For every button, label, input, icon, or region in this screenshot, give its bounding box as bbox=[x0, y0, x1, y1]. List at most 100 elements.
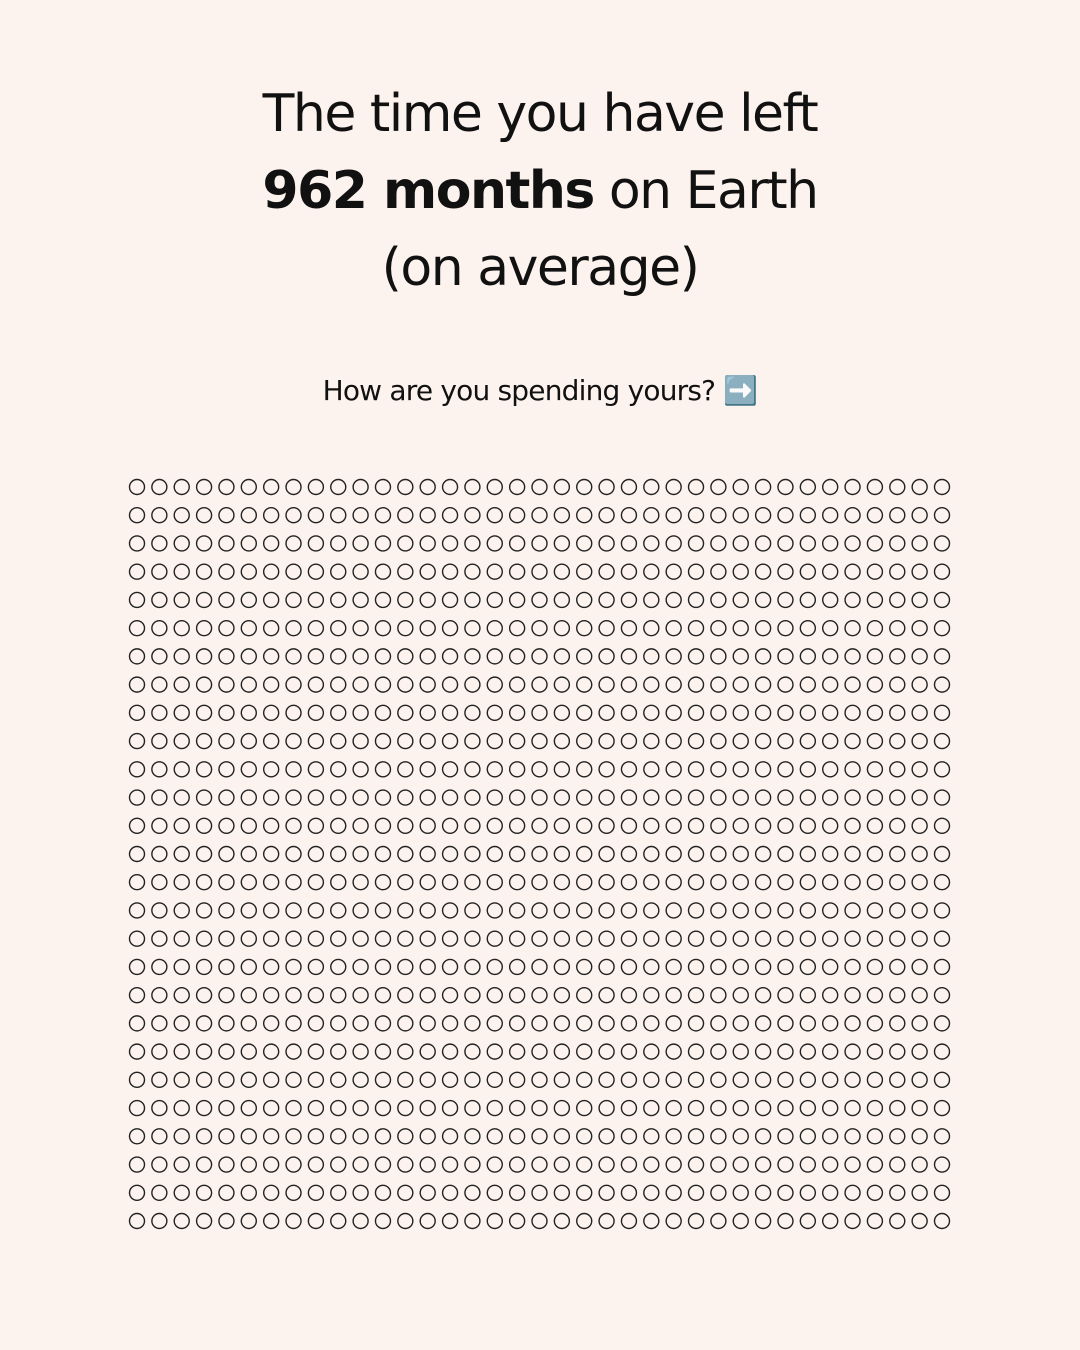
month-circle bbox=[374, 1071, 392, 1089]
month-circle bbox=[911, 761, 928, 778]
month-circle bbox=[889, 761, 906, 778]
month-circle bbox=[687, 930, 705, 947]
month-circle bbox=[665, 1156, 682, 1173]
month-circle bbox=[464, 1015, 481, 1032]
month-circle bbox=[374, 507, 392, 524]
month-circle bbox=[665, 676, 682, 693]
month-circle bbox=[419, 1156, 436, 1173]
month-circle bbox=[441, 789, 459, 806]
month-circle bbox=[754, 930, 772, 947]
month-circle bbox=[240, 902, 258, 919]
month-circle bbox=[397, 1128, 414, 1145]
month-circle bbox=[441, 1015, 459, 1032]
month-circle bbox=[151, 1015, 168, 1032]
month-circle bbox=[419, 563, 436, 580]
month-circle bbox=[352, 732, 369, 750]
month-circle bbox=[799, 732, 817, 750]
month-circle bbox=[464, 619, 481, 637]
month-circle bbox=[799, 958, 817, 976]
month-circle bbox=[352, 958, 369, 976]
month-circle bbox=[262, 958, 280, 976]
month-circle bbox=[307, 1043, 325, 1060]
month-circle bbox=[397, 1212, 414, 1230]
month-circle bbox=[777, 1071, 794, 1089]
month-circle bbox=[441, 619, 459, 637]
month-circle bbox=[486, 648, 503, 665]
month-circle bbox=[777, 648, 794, 665]
month-circle bbox=[464, 1128, 481, 1145]
month-circle bbox=[262, 1099, 280, 1117]
month-circle bbox=[844, 704, 861, 722]
month-circle bbox=[419, 958, 436, 976]
month-circle bbox=[441, 1043, 459, 1060]
month-circle bbox=[397, 902, 414, 919]
month-circle bbox=[531, 817, 548, 834]
month-circle bbox=[419, 591, 436, 609]
month-circle bbox=[285, 1071, 302, 1089]
month-circle bbox=[598, 930, 615, 947]
month-circle bbox=[732, 930, 749, 947]
month-circle bbox=[687, 535, 705, 552]
month-circle bbox=[531, 676, 548, 693]
month-circle bbox=[195, 986, 213, 1004]
month-circle bbox=[598, 789, 615, 806]
month-circle bbox=[151, 817, 168, 834]
month-circle bbox=[508, 817, 526, 834]
month-circle bbox=[911, 507, 928, 524]
month-circle bbox=[173, 619, 190, 637]
month-circle bbox=[330, 563, 347, 580]
month-circle bbox=[508, 619, 526, 637]
month-circle bbox=[508, 507, 526, 524]
month-circle bbox=[352, 930, 369, 947]
month-circle bbox=[419, 1015, 436, 1032]
month-circle bbox=[240, 958, 258, 976]
month-circle bbox=[844, 1043, 861, 1060]
month-circle bbox=[508, 902, 526, 919]
month-circle bbox=[218, 1043, 235, 1060]
month-circle bbox=[464, 845, 481, 863]
month-circle bbox=[352, 1099, 369, 1117]
month-circle bbox=[419, 1128, 436, 1145]
month-circle bbox=[508, 478, 526, 496]
month-circle bbox=[307, 930, 325, 947]
month-circle bbox=[397, 478, 414, 496]
month-circle bbox=[777, 789, 794, 806]
month-circle bbox=[687, 1156, 705, 1173]
month-circle bbox=[553, 478, 571, 496]
month-circle bbox=[352, 704, 369, 722]
month-circle bbox=[844, 1128, 861, 1145]
month-circle bbox=[285, 874, 302, 891]
month-circle bbox=[508, 591, 526, 609]
month-circle bbox=[151, 1099, 168, 1117]
month-circle bbox=[218, 591, 235, 609]
month-circle bbox=[732, 1128, 749, 1145]
month-circle bbox=[665, 1043, 682, 1060]
month-circle bbox=[598, 478, 615, 496]
month-circle bbox=[508, 930, 526, 947]
month-circle bbox=[441, 761, 459, 778]
month-circle bbox=[754, 817, 772, 834]
month-circle bbox=[352, 591, 369, 609]
month-circle bbox=[173, 1099, 190, 1117]
month-circle bbox=[889, 817, 906, 834]
month-circle bbox=[441, 817, 459, 834]
month-circle bbox=[620, 817, 638, 834]
month-circle bbox=[754, 1071, 772, 1089]
month-circle bbox=[754, 563, 772, 580]
month-circle bbox=[844, 930, 861, 947]
month-circle bbox=[128, 1099, 146, 1117]
month-circle bbox=[195, 732, 213, 750]
month-circle bbox=[665, 507, 682, 524]
month-circle bbox=[821, 986, 839, 1004]
month-circle bbox=[598, 845, 615, 863]
month-circle bbox=[307, 1071, 325, 1089]
month-circle bbox=[687, 676, 705, 693]
month-circle bbox=[643, 817, 660, 834]
month-circle bbox=[240, 845, 258, 863]
month-circle bbox=[285, 817, 302, 834]
month-circle bbox=[777, 986, 794, 1004]
month-circle bbox=[240, 789, 258, 806]
month-circle bbox=[352, 986, 369, 1004]
month-circle bbox=[352, 619, 369, 637]
